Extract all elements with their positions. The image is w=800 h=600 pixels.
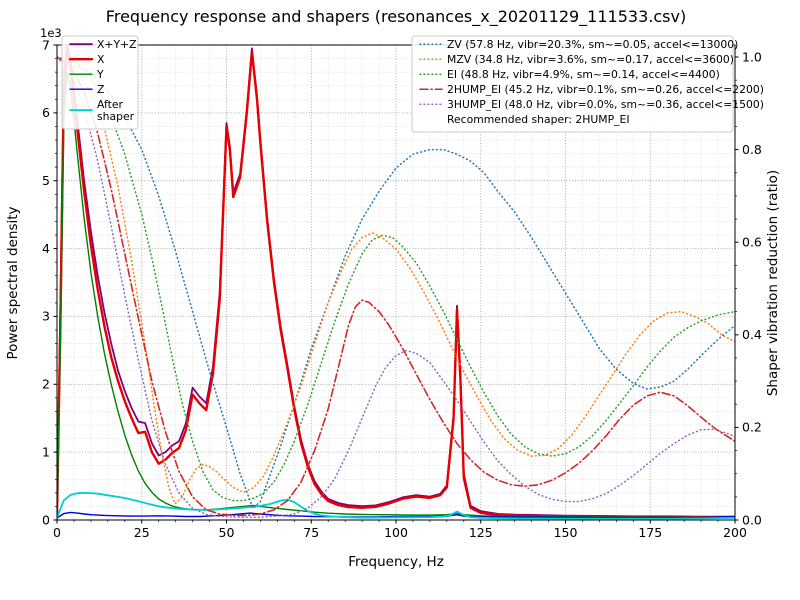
plot-series [57,45,735,520]
y-left-tick-label: 7 [42,37,50,52]
legend-entry-label: X [97,53,105,66]
legend-entry-label: Z [97,83,104,96]
legend-entry-label: shaper [97,110,135,123]
series-x [57,50,735,519]
legend-entry-label: ZV (57.8 Hz, vibr=20.3%, sm~=0.05, accel… [447,38,738,51]
legend-entry-label: 3HUMP_EI (48.0 Hz, vibr=0.0%, sm~=0.36, … [447,98,764,111]
axis-ticks: 0 25 50 75 100 125 150 175 200 0 1 2 3 4 5 6 7 0.0 0.2 0.4 0… [42,37,762,540]
legend-footer-label: Recommended shaper: 2HUMP_EI [447,113,630,126]
series-z [57,511,735,519]
y-right-axis-label: Shaper vibration reduction (ratio) [765,170,781,396]
series-y [57,71,735,519]
y-right-tick-label: 0.8 [742,142,762,157]
legend-entry-label: Y [96,68,104,81]
x-axis-label: Frequency, Hz [348,554,444,570]
x-tick-label: 50 [219,525,235,540]
y-left-tick-label: 0 [42,512,50,527]
legend-right-layer-box [411,35,734,133]
x-tick-label: 200 [723,525,747,540]
x-tick-label: 125 [469,525,493,540]
series-3hump-ei [57,56,735,518]
legend-entry-label: After [97,98,123,111]
series-after-shaper [57,491,735,520]
series-2hump-ei [57,56,735,517]
series-ei [57,56,735,502]
y-right-tick-label: 0.0 [742,512,762,527]
y-left-tick-label: 1 [42,444,50,459]
y-right-tick-label: 0.2 [742,420,762,435]
x-tick-label: 75 [303,525,319,540]
y-right-tick-label: 0.4 [742,327,762,342]
y-left-tick-label: 6 [42,105,50,120]
y-left-tick-label: 4 [42,241,50,256]
y-right-tick-label: 1.0 [742,49,762,64]
chart-title: Frequency response and shapers (resonanc… [106,7,686,27]
legend-entry-label: 2HUMP_EI (45.2 Hz, vibr=0.1%, sm~=0.26, … [447,83,764,96]
y-left-axis-label: Power spectral density [5,206,21,359]
legend-entry-label: X+Y+Z [97,38,136,51]
legend-entry-label: EI (48.8 Hz, vibr=4.9%, sm~=0.14, accel<… [447,68,720,81]
x-tick-label: 100 [384,525,408,540]
y-left-offset-text: 1e3 [40,26,62,40]
shaper-legend: ZV (57.8 Hz, vibr=20.3%, sm~=0.05, accel… [411,35,764,133]
x-tick-label: 175 [638,525,662,540]
x-tick-label: 150 [554,525,578,540]
y-left-tick-label: 2 [42,377,50,392]
y-left-tick-label: 5 [42,173,50,188]
x-tick-label: 0 [53,525,61,540]
legend-entry-label: MZV (34.8 Hz, vibr=3.6%, sm~=0.17, accel… [447,53,734,66]
y-right-tick-label: 0.6 [742,235,762,250]
x-tick-label: 25 [134,525,150,540]
y-left-tick-label: 3 [42,309,50,324]
series-mzv [57,56,735,505]
